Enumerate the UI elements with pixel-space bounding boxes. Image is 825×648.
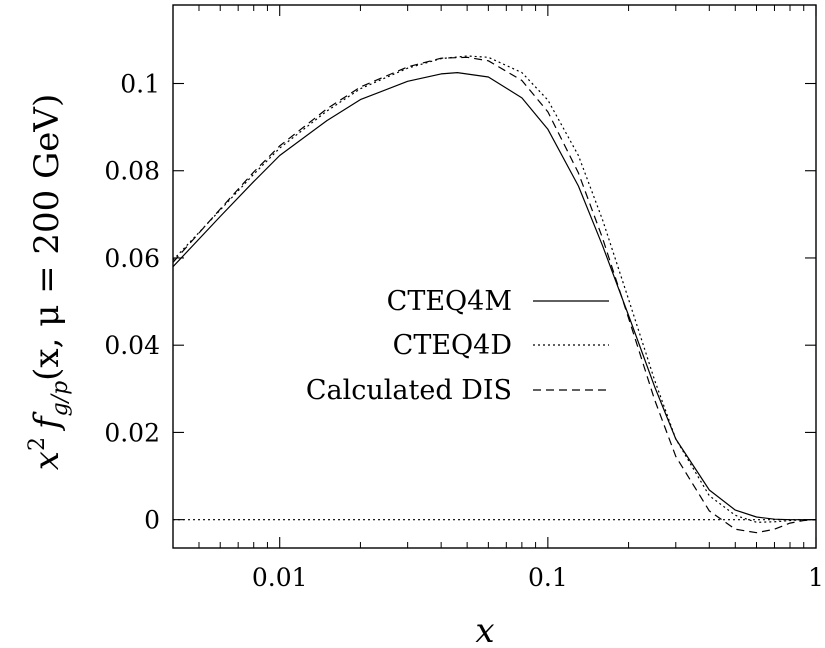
series-line-cteq4m — [172, 71, 816, 521]
legend-label-cteq4d: CTEQ4D — [393, 330, 512, 361]
y-tick-label: 0.04 — [104, 331, 160, 360]
legend: CTEQ4M CTEQ4D Calculated DIS — [306, 286, 609, 406]
plot-frame — [172, 4, 817, 549]
x-tick-label: 1 — [808, 563, 824, 592]
y-axis-title: x2fg/p(x, μ = 200 GeV) — [25, 94, 73, 470]
x-tick-label: 0.1 — [528, 563, 568, 592]
y-tick-label: 0.08 — [104, 157, 160, 186]
legend-label-cteq4m: CTEQ4M — [387, 286, 512, 317]
x-axis-title: x — [475, 611, 494, 648]
legend-label-calculated-dis: Calculated DIS — [306, 375, 512, 406]
y-tick-label: 0.1 — [120, 70, 160, 99]
y-tick-label: 0 — [144, 506, 160, 535]
y-tick-label: 0.06 — [104, 244, 160, 273]
series-line-cteq4d — [172, 55, 816, 523]
y-tick-label: 0.02 — [104, 418, 160, 447]
x-tick-label: 0.01 — [252, 563, 308, 592]
